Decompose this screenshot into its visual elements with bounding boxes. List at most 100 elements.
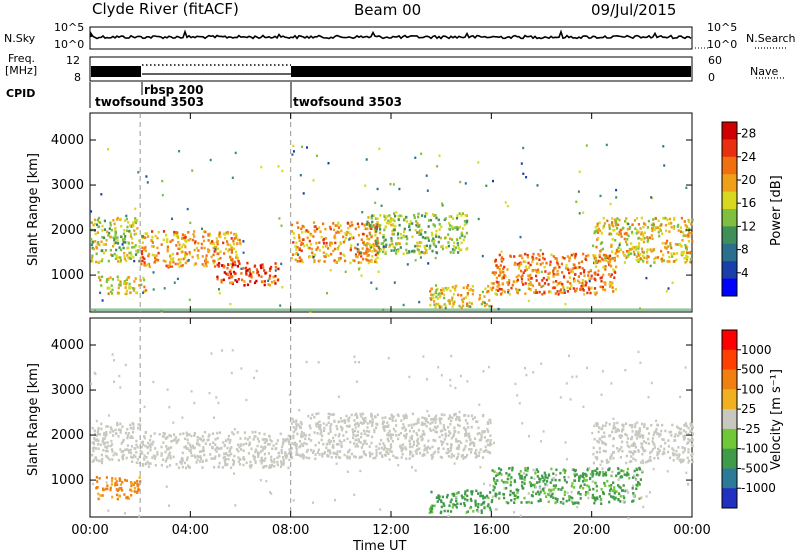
scatter-cell — [392, 245, 395, 249]
scatter-cell — [328, 438, 331, 442]
scatter-cell — [690, 422, 694, 426]
scatter-cell — [560, 262, 563, 266]
scatter-cell — [116, 497, 119, 501]
scatter-cell — [602, 253, 605, 257]
scatter-cell — [460, 241, 463, 245]
scatter-cell — [100, 460, 103, 463]
scatter-cell — [640, 247, 644, 251]
scatter-cell — [599, 463, 602, 466]
scatter-cell — [141, 250, 144, 253]
scatter-cell — [657, 219, 660, 223]
scatter-cell — [97, 432, 100, 436]
scatter-cell — [524, 468, 527, 472]
scatter-cell — [607, 261, 610, 264]
scatter-cell — [668, 260, 671, 263]
scatter-cell — [246, 283, 250, 287]
scatter-cell — [435, 302, 438, 306]
scatter-cell — [204, 262, 207, 265]
scatter-cell — [633, 246, 636, 249]
scatter-cell — [282, 441, 285, 444]
scatter-cell — [313, 416, 316, 419]
scatter-cell — [354, 455, 357, 459]
scatter-cell — [188, 465, 191, 469]
scatter-cell — [343, 254, 346, 258]
scatter-cell — [366, 234, 369, 238]
scatter-cell — [198, 437, 201, 440]
scatter-cell — [587, 496, 590, 500]
scatter-cell — [518, 472, 521, 476]
scatter-cell — [172, 421, 175, 424]
scatter-cell — [345, 414, 348, 418]
scatter-cell — [235, 448, 239, 451]
scatter-cell — [613, 426, 616, 429]
date-title: 09/Jul/2015 — [591, 1, 677, 19]
colorbar-segment — [722, 330, 737, 351]
scatter-cell — [603, 435, 606, 438]
scatter-cell — [522, 271, 525, 274]
scatter-cell — [613, 276, 616, 279]
scatter-cell — [551, 286, 554, 290]
scatter-cell — [370, 227, 373, 230]
scatter-cell — [129, 257, 132, 261]
scatter-cell — [332, 436, 335, 440]
scatter-cell — [660, 429, 663, 433]
scatter-cell — [168, 406, 171, 409]
scatter-cell — [611, 221, 614, 224]
scatter-cell — [565, 458, 568, 461]
scatter-cell — [479, 466, 482, 469]
scatter-cell — [455, 418, 458, 421]
scatter-cell — [404, 446, 407, 449]
scatter-cell — [234, 279, 237, 282]
scatter-cell — [383, 215, 386, 219]
scatter-cell — [353, 493, 356, 496]
scatter-cell — [666, 245, 669, 248]
scatter-cell — [413, 216, 416, 219]
scatter-cell — [214, 438, 217, 441]
scatter-cell — [429, 303, 432, 307]
scatter-cell — [451, 296, 454, 300]
scatter-cell — [329, 427, 332, 431]
scatter-cell — [224, 439, 228, 443]
scatter-cell — [384, 425, 387, 428]
scatter-cell — [657, 456, 660, 460]
scatter-cell — [516, 290, 519, 294]
scatter-cell — [620, 429, 623, 433]
scatter-cell — [518, 264, 521, 267]
scatter-cell — [500, 256, 504, 259]
cpid-markers — [89, 82, 292, 108]
scatter-cell — [642, 251, 645, 254]
scatter-cell — [494, 494, 497, 497]
scatter-cell — [116, 489, 119, 492]
scatter-cell — [426, 409, 429, 413]
scatter-cell — [331, 413, 334, 416]
scatter-cell — [370, 258, 373, 262]
scatter-cell — [368, 445, 371, 448]
scatter-cell — [326, 453, 329, 457]
scatter-cell — [131, 246, 134, 249]
scatter-cell — [572, 502, 575, 505]
scatter-cell — [411, 222, 414, 225]
scatter-cell — [452, 454, 456, 458]
scatter-cell — [368, 248, 371, 252]
scatter-cell — [396, 233, 399, 236]
scatter-cell — [505, 472, 508, 475]
scatter-cell — [466, 302, 469, 306]
scatter-cell — [513, 255, 516, 258]
scatter-cell — [648, 491, 651, 494]
scatter-cell — [610, 232, 613, 236]
scatter-cell — [367, 434, 370, 437]
scatter-cell — [184, 254, 187, 257]
scatter-cell — [598, 426, 601, 430]
scatter-cell — [328, 442, 331, 446]
scatter-cell — [483, 301, 486, 304]
scatter-cell — [406, 251, 409, 255]
scatter-cell — [108, 458, 111, 461]
scatter-cell — [679, 226, 682, 229]
scatter-cell — [614, 239, 617, 242]
scatter-cell — [323, 255, 326, 258]
scatter-cell — [232, 432, 235, 436]
scatter-cell — [441, 495, 444, 499]
scatter-cell — [627, 222, 630, 226]
scatter-cell — [118, 487, 121, 490]
scatter-cell — [297, 423, 300, 426]
